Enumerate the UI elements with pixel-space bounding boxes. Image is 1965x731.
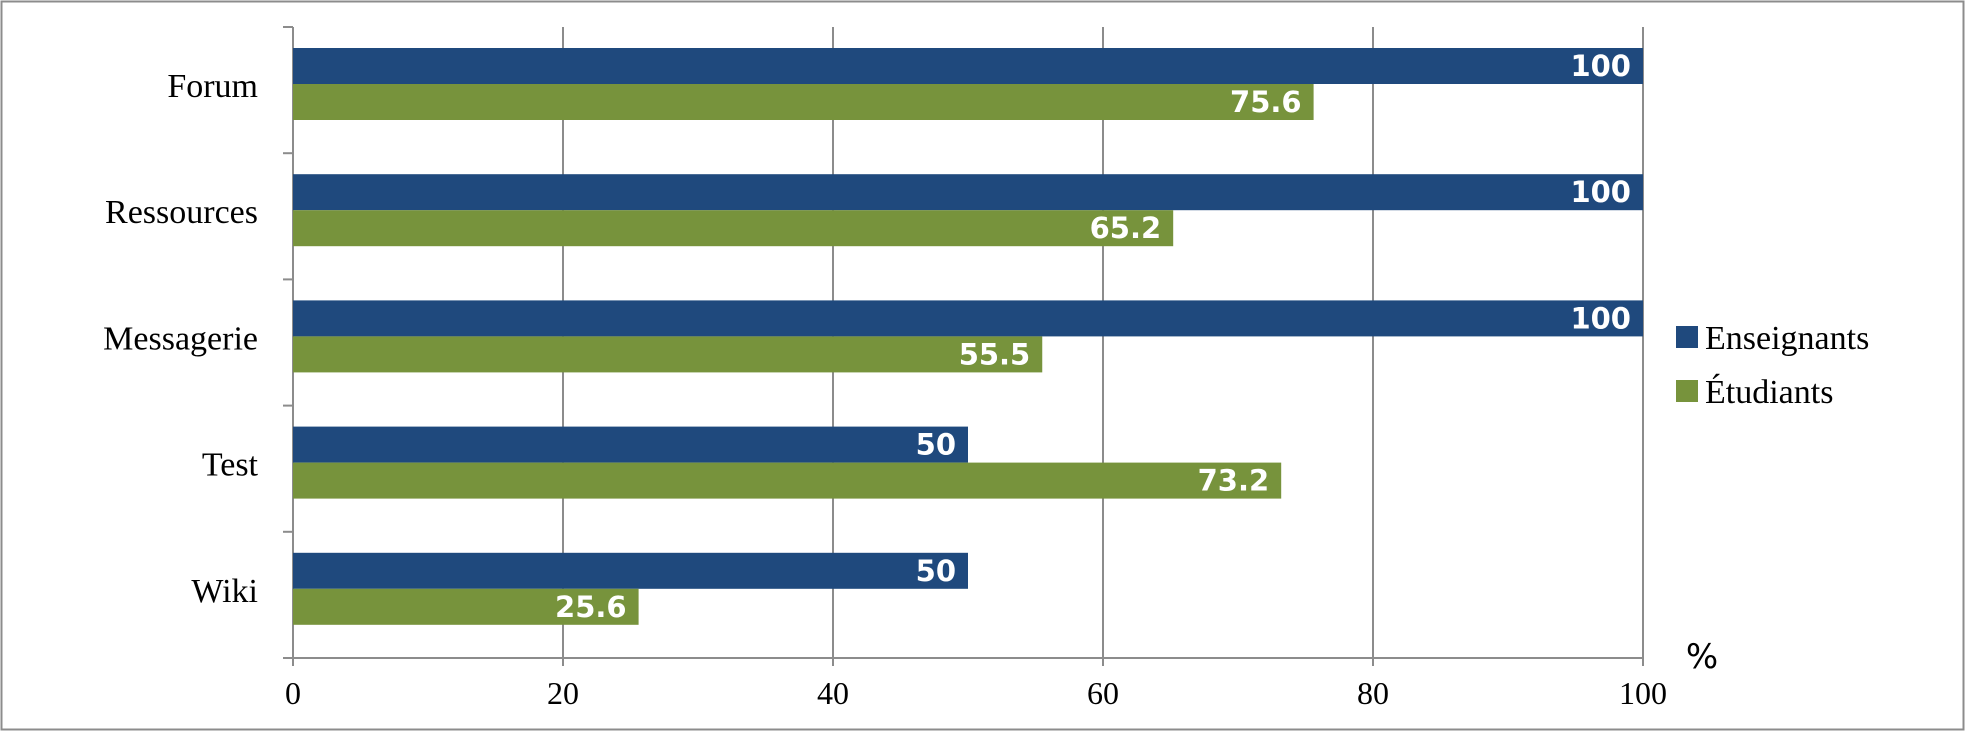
data-label: 100 bbox=[1570, 49, 1631, 83]
bar-enseignants bbox=[293, 48, 1643, 84]
category-label: Forum bbox=[167, 68, 258, 105]
category-label: Wiki bbox=[191, 573, 258, 610]
bars bbox=[293, 48, 1643, 625]
x-axis-unit: % bbox=[1686, 637, 1718, 677]
data-label: 55.5 bbox=[959, 337, 1031, 371]
bar-enseignants bbox=[293, 552, 968, 589]
bar-etudiants bbox=[293, 462, 1282, 499]
legend-label: Étudiants bbox=[1705, 374, 1833, 411]
bar-etudiants bbox=[293, 210, 1174, 247]
category-label: Messagerie bbox=[103, 320, 258, 357]
data-label: 75.6 bbox=[1230, 85, 1302, 119]
data-label: 25.6 bbox=[555, 590, 627, 624]
x-tick-label: 80 bbox=[1357, 675, 1389, 711]
data-label: 100 bbox=[1570, 175, 1631, 209]
labels: 0 20 40 60 80 100 Forum 100 75.6 Ressources 100 65.… bbox=[103, 49, 1718, 711]
legend: Enseignants Étudiants bbox=[1676, 320, 1869, 411]
data-label: 50 bbox=[916, 554, 956, 588]
bar-etudiants bbox=[293, 84, 1314, 120]
bar-enseignants bbox=[293, 426, 968, 463]
x-tick-label: 100 bbox=[1619, 675, 1667, 711]
category-label: Ressources bbox=[105, 194, 258, 231]
x-tick-label: 20 bbox=[547, 675, 579, 711]
category-label: Test bbox=[202, 447, 259, 484]
x-tick-label: 40 bbox=[817, 675, 849, 711]
x-tick-label: 0 bbox=[285, 675, 301, 711]
data-label: 50 bbox=[916, 428, 956, 462]
data-label: 100 bbox=[1570, 301, 1631, 335]
legend-swatch bbox=[1676, 326, 1698, 348]
legend-label: Enseignants bbox=[1705, 320, 1869, 357]
bar-enseignants bbox=[293, 174, 1643, 211]
bar-etudiants bbox=[293, 588, 639, 625]
x-tick-label: 60 bbox=[1087, 675, 1119, 711]
data-label: 73.2 bbox=[1198, 464, 1270, 498]
data-label: 65.2 bbox=[1090, 211, 1162, 245]
bar-enseignants bbox=[293, 300, 1643, 337]
legend-swatch bbox=[1676, 380, 1698, 402]
bar-etudiants bbox=[293, 336, 1043, 373]
